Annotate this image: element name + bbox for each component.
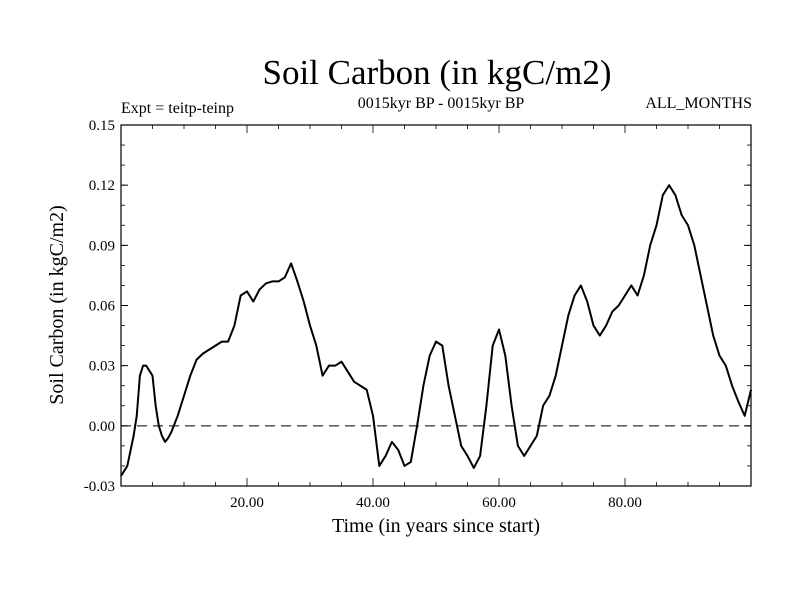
- period-label: ALL_MONTHS: [645, 95, 752, 112]
- x-axis-title: Time (in years since start): [332, 515, 540, 537]
- y-tick-label: 0.09: [89, 238, 115, 254]
- soil-carbon-series-line: [120, 184, 752, 477]
- y-tick-label: 0.00: [89, 419, 115, 435]
- y-tick-label: 0.15: [89, 118, 115, 134]
- chart-title: Soil Carbon (in kgC/m2): [262, 53, 611, 92]
- y-tick-label: 0.06: [89, 299, 116, 315]
- x-tick-label: 20.00: [230, 495, 264, 511]
- y-axis: -0.03 0.00 0.03 0.06 0.09 0.12 0.15: [84, 118, 751, 495]
- y-tick-label: 0.03: [89, 359, 115, 375]
- experiment-label: Expt = teitp-teinp: [121, 100, 234, 117]
- x-tick-label: 60.00: [482, 495, 516, 511]
- chart-subtitle: 0015kyr BP - 0015kyr BP: [358, 95, 525, 112]
- y-axis-title: Soil Carbon (in kgC/m2): [46, 205, 68, 404]
- x-tick-label: 40.00: [356, 495, 390, 511]
- y-tick-label: -0.03: [84, 479, 115, 495]
- x-axis: 20.00 40.00 60.00 80.00: [120, 125, 752, 511]
- plot-frame: [120, 124, 752, 487]
- x-tick-label: 80.00: [608, 495, 642, 511]
- y-tick-label: 0.12: [89, 178, 115, 194]
